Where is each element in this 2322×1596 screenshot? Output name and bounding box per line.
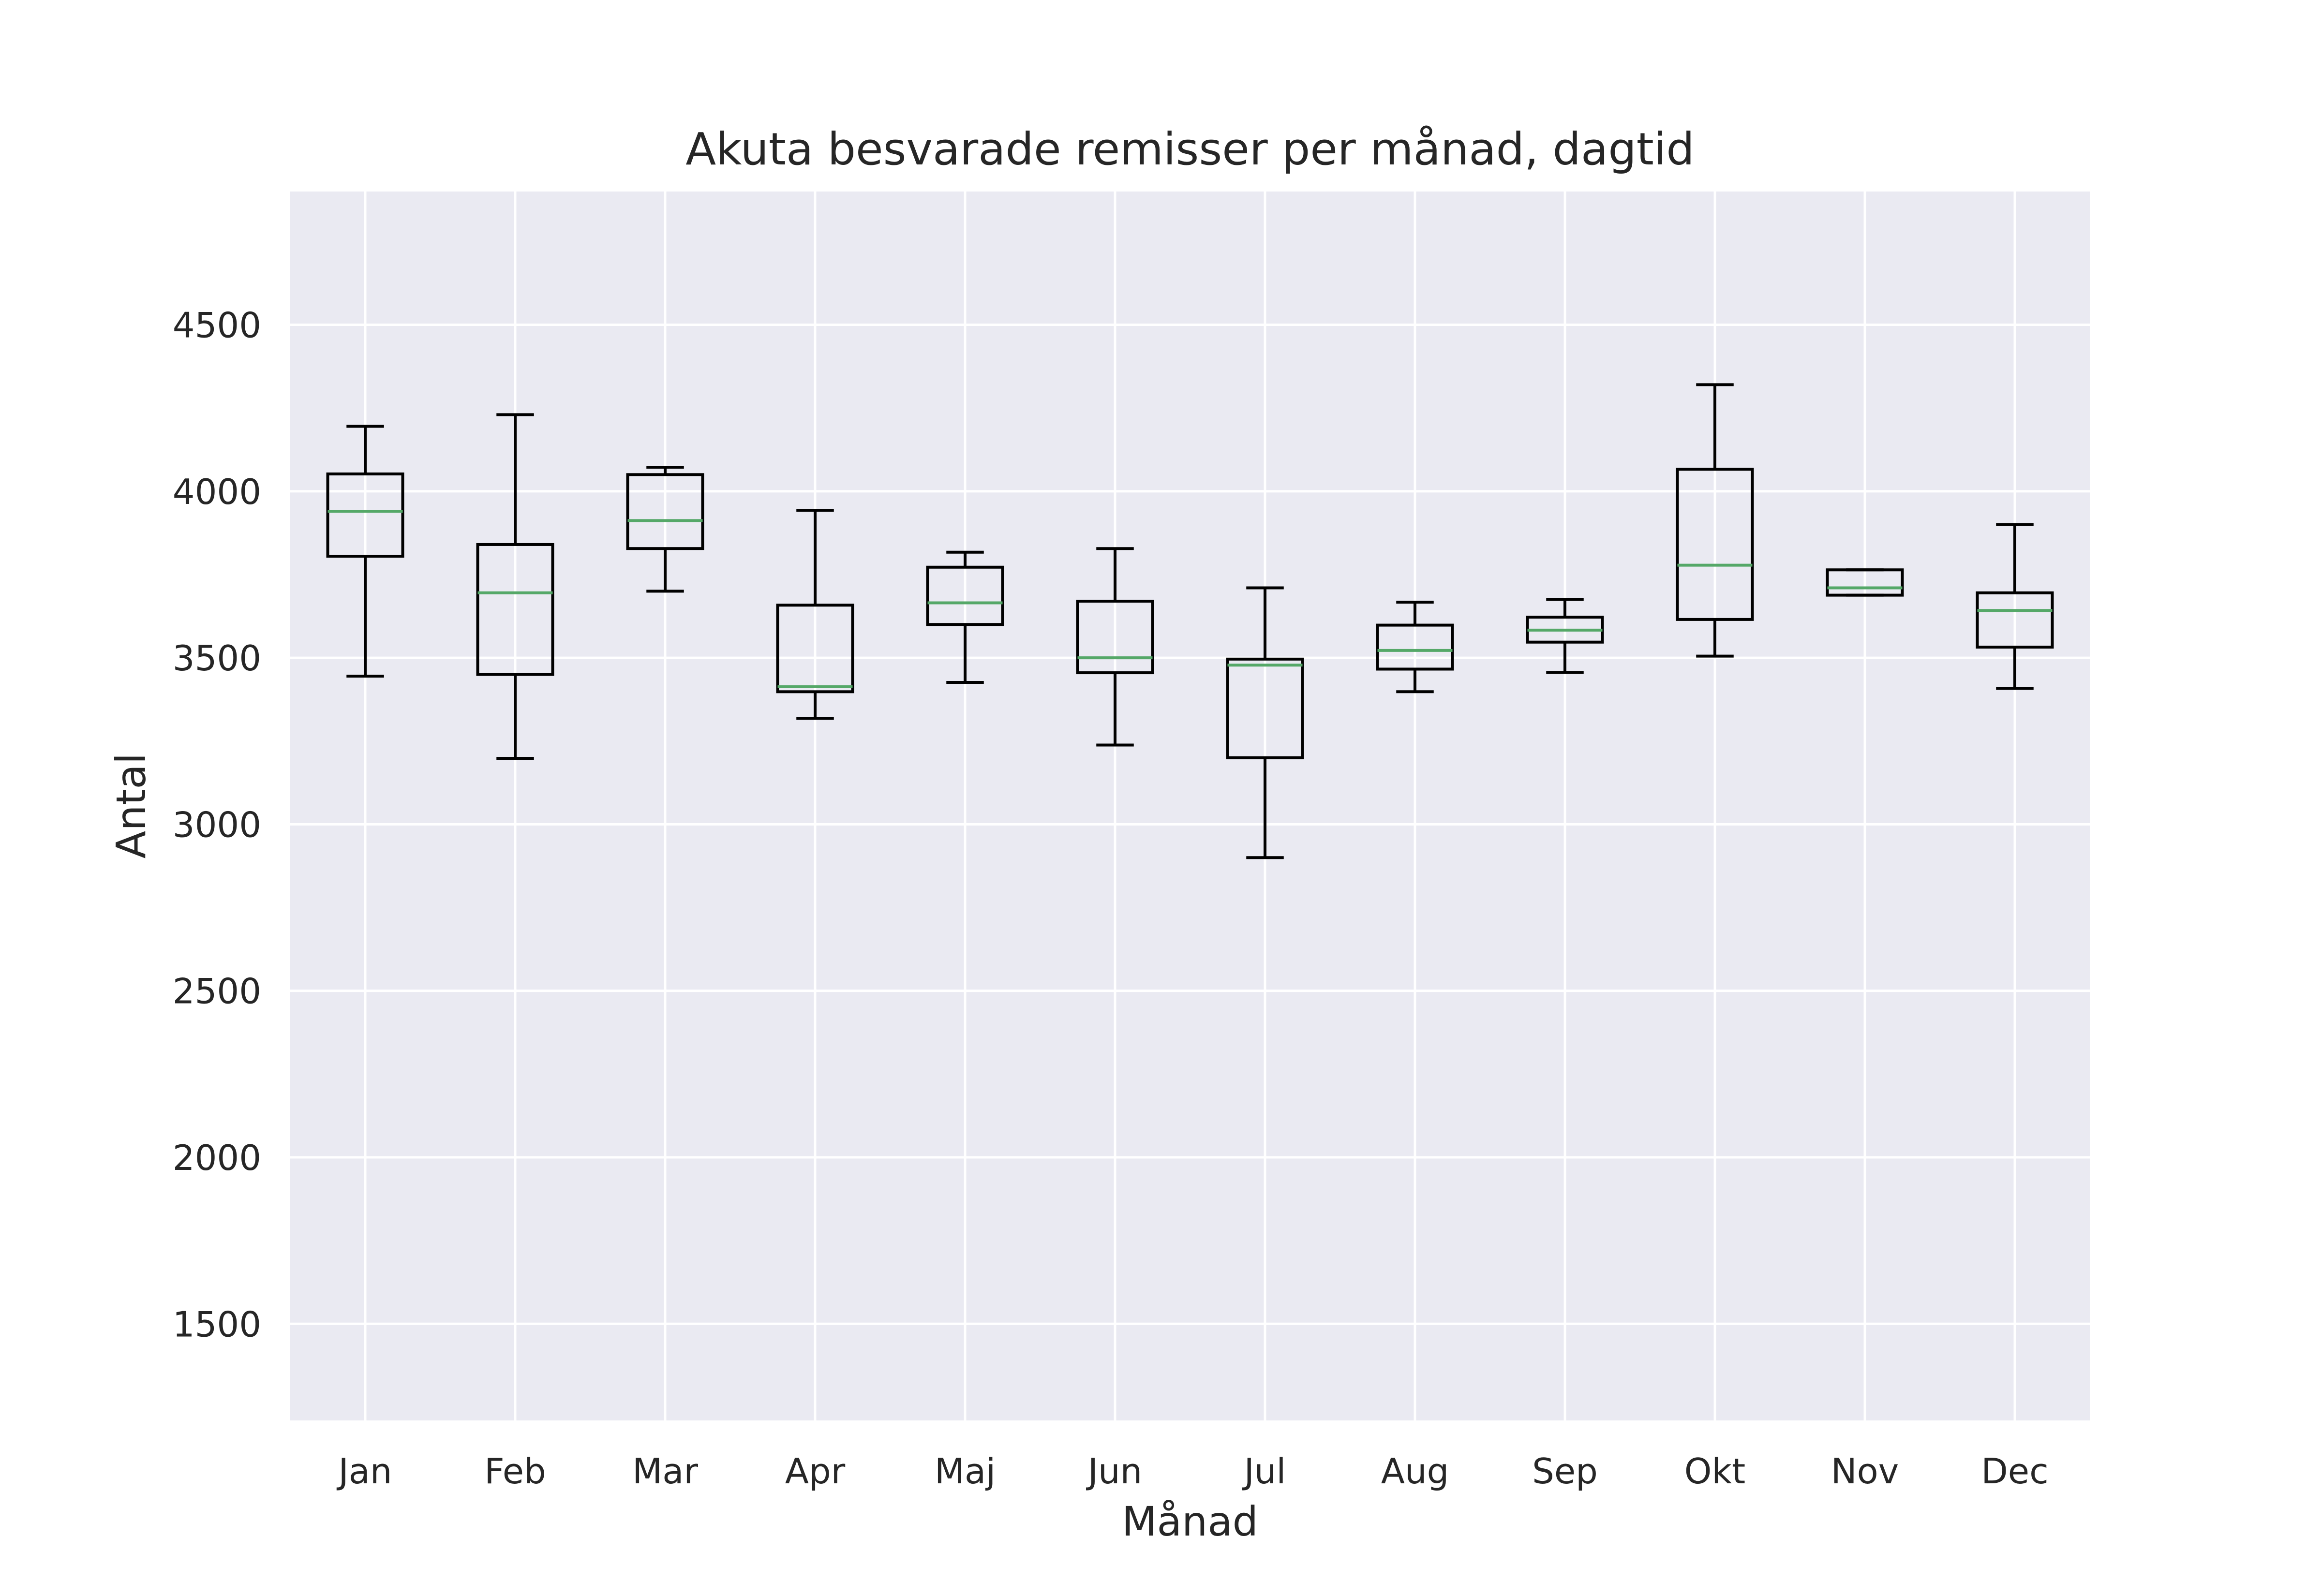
- x-tick-label: Feb: [484, 1451, 546, 1492]
- box-iqr: [776, 604, 854, 694]
- box-iqr: [1826, 568, 1904, 597]
- box-iqr: [1226, 657, 1304, 759]
- x-tick-label: Mar: [632, 1451, 698, 1492]
- x-tick-label: Nov: [1831, 1451, 1899, 1492]
- x-tick-label: Aug: [1381, 1451, 1449, 1492]
- box-maj: [926, 550, 1004, 684]
- x-tick-label: Jan: [337, 1451, 392, 1492]
- boxes-group: [326, 383, 2054, 859]
- box-iqr: [476, 543, 554, 676]
- x-tick-label: Apr: [785, 1451, 846, 1492]
- x-tick-label: Sep: [1532, 1451, 1598, 1492]
- y-axis-label: Antal: [107, 753, 155, 858]
- box-apr: [776, 509, 854, 720]
- box-sep: [1526, 598, 1604, 674]
- box-iqr: [926, 565, 1004, 626]
- y-tick-label: 3000: [173, 804, 261, 845]
- y-tick-label: 2500: [173, 971, 261, 1012]
- box-iqr: [1376, 623, 1454, 671]
- box-iqr: [1676, 468, 1754, 621]
- x-tick-label: Jul: [1242, 1451, 1286, 1492]
- y-tick-label: 3500: [173, 638, 261, 679]
- box-jul: [1226, 586, 1304, 859]
- x-axis-label: Månad: [1122, 1498, 1258, 1545]
- y-tick-label: 4500: [173, 305, 261, 345]
- box-feb: [476, 413, 554, 760]
- chart-title: Akuta besvarade remisser per månad, dagt…: [685, 123, 1695, 175]
- box-mar: [626, 466, 704, 593]
- x-tick-label: Okt: [1684, 1451, 1746, 1492]
- box-iqr: [1976, 591, 2054, 649]
- box-nov: [1826, 568, 1904, 597]
- box-iqr: [326, 472, 404, 558]
- box-jan: [326, 425, 404, 678]
- box-iqr: [626, 473, 704, 550]
- box-jun: [1076, 547, 1154, 747]
- x-tick-label: Jun: [1086, 1451, 1143, 1492]
- y-tick-label: 1500: [173, 1304, 261, 1345]
- box-iqr: [1076, 600, 1154, 675]
- x-tick-label: Dec: [1981, 1451, 2048, 1492]
- box-dec: [1976, 523, 2054, 690]
- y-tick-label: 4000: [173, 472, 261, 512]
- tick-labels: 1500 2000 2500 3000 3500 4000 4500 Jan Feb Mar Apr…: [173, 305, 2049, 1492]
- box-aug: [1376, 601, 1454, 694]
- box-okt: [1676, 383, 1754, 658]
- y-tick-label: 2000: [173, 1138, 261, 1178]
- plot-area: [290, 192, 2090, 1420]
- x-tick-label: Maj: [935, 1451, 996, 1492]
